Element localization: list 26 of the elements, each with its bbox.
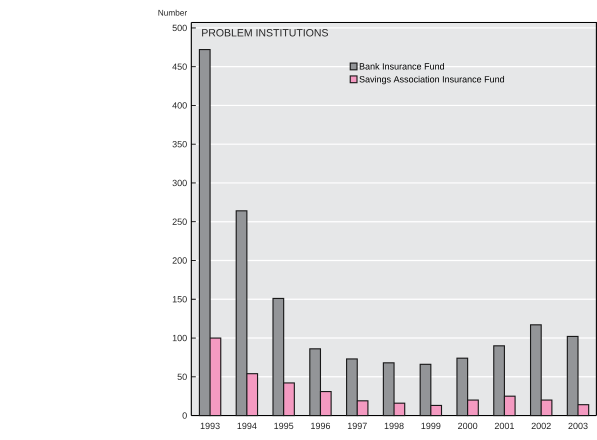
x-tick-label: 1996 bbox=[311, 422, 330, 430]
x-tick-label: 1993 bbox=[200, 422, 220, 430]
legend-label: Savings Association Insurance Fund bbox=[359, 76, 504, 84]
x-tick-label: 2003 bbox=[568, 422, 588, 430]
y-tick-label: 150 bbox=[172, 296, 187, 303]
x-tick-label: 1994 bbox=[238, 422, 257, 430]
y-tick-label: 500 bbox=[172, 24, 187, 32]
y-tick-label: 100 bbox=[172, 335, 187, 342]
y-tick-label: 250 bbox=[172, 218, 187, 226]
y-axis-title: Number bbox=[158, 10, 187, 16]
x-tick-label: 1997 bbox=[348, 422, 367, 430]
x-tick-label: 2001 bbox=[494, 422, 514, 430]
chart-title: PROBLEM INSTITUTIONS bbox=[202, 29, 328, 37]
y-tick-label: 400 bbox=[172, 102, 187, 109]
y-tick-label: 450 bbox=[172, 64, 187, 70]
y-tick-label: 350 bbox=[172, 141, 187, 148]
x-tick-label: 1995 bbox=[274, 422, 294, 430]
y-tick-label: 300 bbox=[172, 180, 187, 186]
y-tick-label: 200 bbox=[172, 258, 187, 264]
x-tick-label: 1999 bbox=[422, 422, 440, 430]
x-tick-label: 2000 bbox=[458, 422, 478, 430]
legend-label: Bank Insurance Fund bbox=[360, 63, 444, 70]
y-tick-label: 50 bbox=[178, 374, 187, 380]
x-tick-label: 2002 bbox=[532, 422, 551, 430]
y-tick-label: 0 bbox=[182, 412, 187, 419]
x-tick-label: 1998 bbox=[384, 422, 404, 430]
